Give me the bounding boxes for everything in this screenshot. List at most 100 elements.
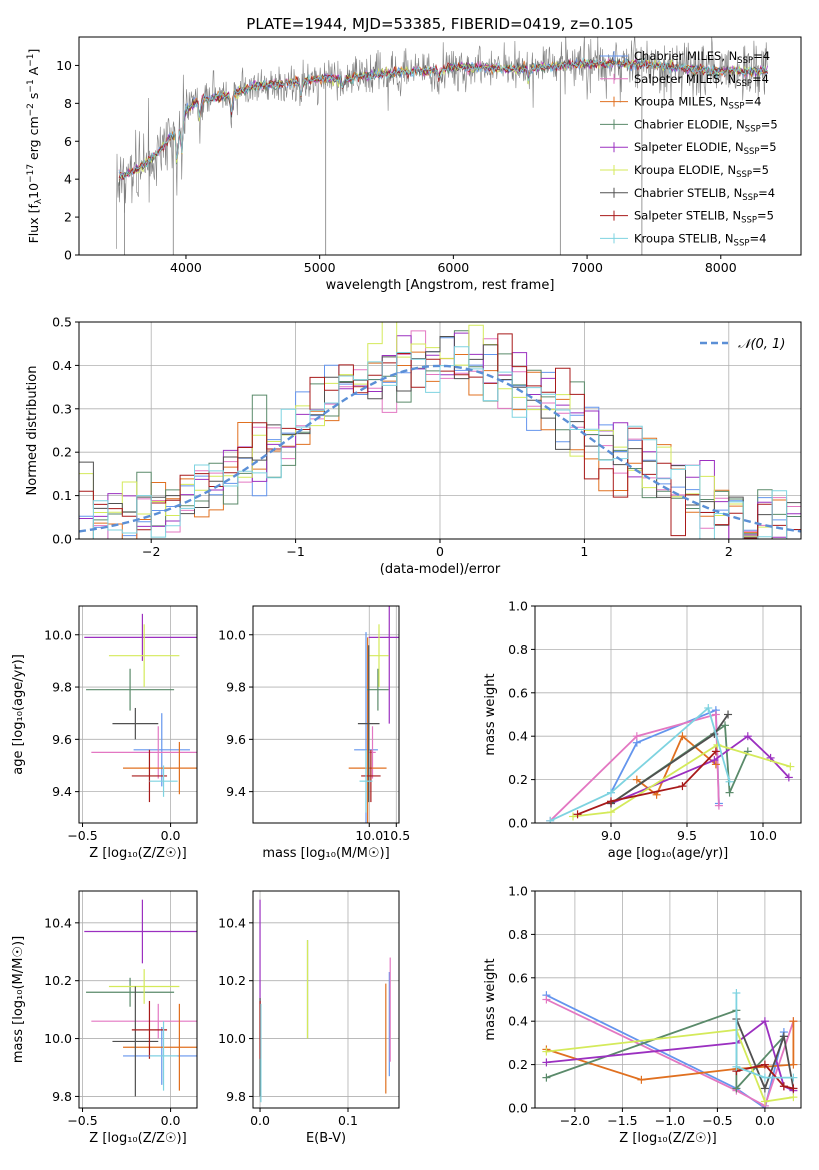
- y-tick-label: 0.0: [508, 816, 528, 831]
- legend-label-sub: SSP: [736, 79, 752, 89]
- legend-label-value: =4: [753, 49, 770, 63]
- axes-frame: [534, 605, 802, 824]
- legend-label: Chabrier MILES, NSSP=4: [634, 49, 770, 66]
- legend-label: Salpeter STELIB, NSSP=5: [634, 209, 774, 226]
- y-axis-label: Normed distribution: [25, 366, 40, 496]
- histogram-step: [79, 346, 801, 539]
- x-tick-label: −2.0: [560, 1113, 590, 1128]
- legend-label-value: =5: [752, 163, 769, 177]
- normal-curve: [79, 364, 801, 533]
- x-axis-label: mass [log₁₀(M/M☉)]: [262, 846, 389, 861]
- legend-label: Kroupa ELODIE, NSSP=5: [634, 163, 769, 180]
- x-axis-label: wavelength [Angstrom, rest frame]: [326, 278, 555, 293]
- x-tick-label: 0.0: [250, 1113, 270, 1128]
- legend-label-value: =4: [758, 186, 775, 200]
- y-tick-label: 0.4: [52, 358, 72, 373]
- legend-label-name: Chabrier ELODIE, N: [634, 117, 745, 131]
- x-axis-label: E(B-V): [306, 1131, 346, 1146]
- x-axis-label: (data-model)/error: [380, 562, 501, 577]
- legend-label-value: =5: [761, 117, 778, 131]
- y-tick-label: 0.4: [508, 729, 528, 744]
- y-label-part: A: [26, 66, 41, 79]
- legend-label-value: =4: [749, 231, 766, 245]
- legend-label-name: Salpeter ELODIE, N: [634, 140, 744, 154]
- legend-label: Salpeter ELODIE, NSSP=5: [634, 140, 777, 157]
- weight-line: [736, 1063, 794, 1090]
- axes-frame: [252, 605, 400, 824]
- legend-label-value: =5: [757, 209, 774, 223]
- x-tick-label: 9.0: [601, 828, 621, 843]
- weight-line: [572, 743, 791, 818]
- y-axis-label: age [log₁₀(age/yr)]: [11, 654, 26, 775]
- legend-label-name: Chabrier STELIB, N: [634, 186, 742, 200]
- x-tick-label: −1.0: [655, 1113, 685, 1128]
- histogram-step: [79, 336, 801, 539]
- y-label-part: −17: [26, 164, 36, 183]
- y-axis-label: mass [log₁₀(M/M☉)]: [11, 936, 26, 1063]
- y-tick-label: 0.8: [508, 642, 528, 657]
- y-tick-label: 9.8: [52, 1089, 72, 1104]
- x-tick-label: 5000: [304, 260, 336, 275]
- legend-label: Kroupa MILES, NSSP=4: [634, 95, 761, 112]
- x-tick-label: 0.0: [161, 828, 181, 843]
- legend-label-sub: SSP: [736, 170, 752, 180]
- y-axis-label: Flux [fλ10−17 erg cm−2 s−1 A−1]: [26, 49, 44, 244]
- x-axis-label: Z [log₁₀(Z/Z☉)]: [619, 1131, 716, 1146]
- weight-line: [636, 734, 717, 797]
- plot-area: [84, 899, 197, 1097]
- panel-mass-vs-Z: −0.5 0.0 9.8 10.0 10.2 10.4 Z [log₁₀(Z/Z☉)] mas…: [11, 890, 198, 1146]
- x-axis-label: Z [log₁₀(Z/Z☉)]: [89, 1131, 186, 1146]
- plot-area: [348, 606, 399, 823]
- legend-label-value: =4: [752, 72, 769, 86]
- x-tick-label: 8000: [705, 260, 737, 275]
- x-tick-label: −2: [142, 544, 160, 559]
- panel-age-vs-Z: −0.5 0.0 9.4 9.6 9.8 10.0 Z [log₁₀(Z/Z☉)] age […: [11, 605, 198, 861]
- legend-label: Chabrier ELODIE, NSSP=5: [634, 117, 778, 134]
- panel-weight-vs-age: 9.0 9.5 10.0 0.0 0.2 0.4 0.6 0.8 1.0 age [log₁₀(a…: [483, 599, 802, 861]
- x-axis-label: age [log₁₀(age/yr)]: [608, 846, 729, 861]
- y-tick-label: 0.2: [52, 445, 72, 460]
- y-tick-label: 9.8: [52, 680, 72, 695]
- legend-label-sub: SSP: [734, 238, 750, 248]
- x-tick-label: −0.5: [702, 1113, 732, 1128]
- y-tick-label: 4: [64, 172, 72, 187]
- y-label-part: Flux [f: [26, 204, 41, 244]
- plot-area: [542, 988, 798, 1108]
- y-tick-label: 0.1: [52, 488, 72, 503]
- x-tick-label: 4000: [170, 260, 202, 275]
- y-tick-label: 10.0: [44, 627, 72, 642]
- y-tick-label: 0.3: [52, 401, 72, 416]
- legend-label: 𝒩(0, 1): [738, 337, 785, 352]
- x-tick-label: 0.0: [755, 1113, 775, 1128]
- figure-title: PLATE=1944, MJD=53385, FIBERID=0419, z=0…: [246, 15, 633, 33]
- y-tick-label: 0.6: [508, 685, 528, 700]
- y-tick-label: 2: [64, 210, 72, 225]
- legend-label-name: Salpeter STELIB, N: [634, 209, 741, 223]
- legend-label-sub: SSP: [741, 216, 757, 226]
- plot-area: [116, 37, 768, 255]
- residual-legend: 𝒩(0, 1): [700, 337, 785, 352]
- y-axis-label: mass weight: [483, 958, 498, 1040]
- y-label-part: λ: [34, 198, 44, 204]
- y-tick-label: 9.8: [226, 680, 246, 695]
- legend-label-sub: SSP: [745, 124, 761, 134]
- y-label-part: 10: [26, 183, 41, 199]
- legend-label: Salpeter MILES, NSSP=4: [634, 72, 769, 89]
- legend-label-sub: SSP: [744, 147, 760, 157]
- panel-residuals: −2 −1 0 1 2 0.0 0.1 0.2 0.3 0.4 0.5 (data-model)/er…: [25, 315, 802, 577]
- x-axis-label: Z [log₁₀(Z/Z☉)]: [89, 846, 186, 861]
- y-tick-label: 0.6: [508, 970, 528, 985]
- x-tick-label: 10.5: [382, 828, 410, 843]
- y-tick-label: 9.4: [52, 784, 72, 799]
- weight-line: [735, 993, 794, 1079]
- panel-weight-vs-Z: −2.0 −1.5 −1.0 −0.5 0.0 0.0 0.2 0.4 0.6 0.8 1.0 Z […: [483, 884, 802, 1146]
- weight-line: [546, 1028, 794, 1103]
- weight-line: [549, 706, 731, 822]
- legend-label-value: =4: [744, 95, 761, 109]
- y-tick-label: 1.0: [508, 599, 528, 614]
- x-tick-label: 0: [436, 544, 444, 559]
- panel-mass-vs-ebv: 0.0 0.1 9.8 10.0 10.2 10.4 E(B-V): [218, 890, 400, 1146]
- y-label-part: erg cm: [26, 116, 41, 164]
